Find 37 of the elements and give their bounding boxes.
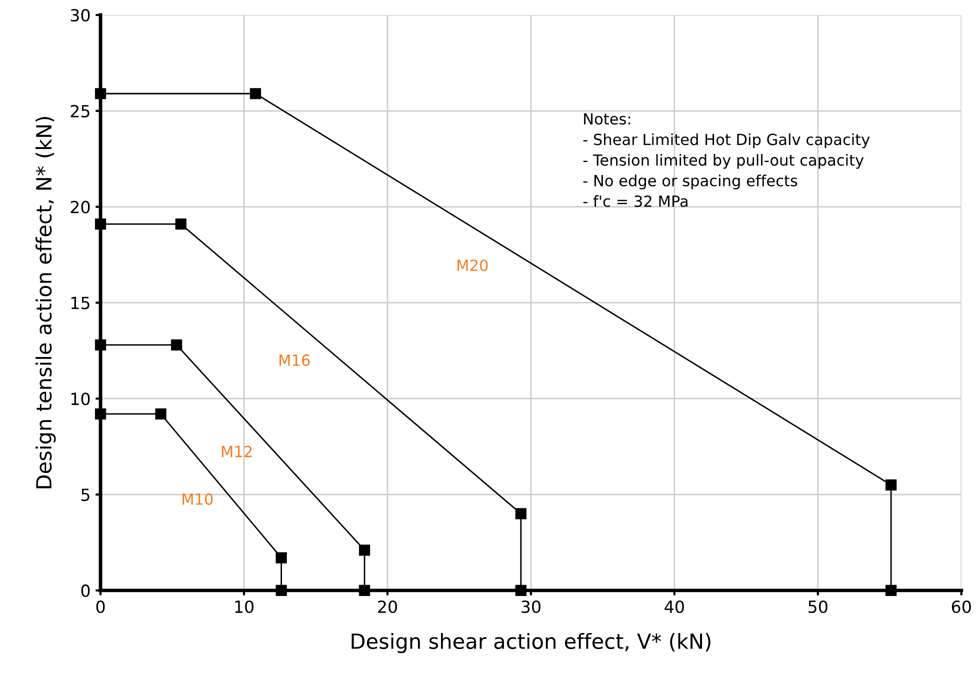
y-tick-label: 20	[70, 200, 90, 214]
x-tick-label: 30	[522, 600, 540, 614]
point	[94, 218, 106, 230]
point	[515, 584, 526, 596]
point	[250, 88, 262, 100]
x-tick-label: 60	[952, 600, 971, 614]
point	[358, 584, 370, 596]
y-axis-title: Design tensile action effect, N* (kN)	[36, 116, 56, 488]
y-tick-label: 15	[71, 296, 90, 310]
point	[94, 408, 106, 420]
point	[276, 552, 287, 564]
point	[155, 408, 166, 420]
point	[886, 584, 897, 596]
series-label: M16	[280, 354, 310, 366]
y-tick-label: 10	[71, 392, 90, 406]
point	[175, 218, 186, 230]
x-axis-title: Design shear action effect, V* (kN)	[352, 632, 710, 654]
annotation: Notes: - Shear Limited Hot Dip Galv capacity - Tension limited by pull-out capacity - No edge or spacing effects - f'c = 32 MPa	[583, 113, 870, 207]
point	[94, 339, 106, 350]
x-tick-label: 50	[808, 600, 828, 614]
x-tick-label: 0	[96, 600, 105, 614]
point	[94, 88, 106, 100]
point	[171, 339, 182, 350]
y-tick-label: 0	[81, 584, 90, 597]
y-tick-label: 25	[70, 104, 90, 118]
x-tick-label: 40	[664, 600, 684, 614]
x-tick-label: 10	[235, 600, 254, 614]
x-tick-label: 20	[378, 600, 397, 614]
point	[276, 584, 287, 596]
point	[886, 479, 897, 490]
y-tick-label: 5	[81, 488, 90, 502]
series-label: M10	[182, 493, 213, 505]
point	[515, 508, 526, 520]
series-label: M12	[222, 446, 252, 458]
point	[358, 544, 370, 556]
y-tick-label: 30	[70, 8, 90, 22]
series-label: M20	[458, 260, 488, 272]
